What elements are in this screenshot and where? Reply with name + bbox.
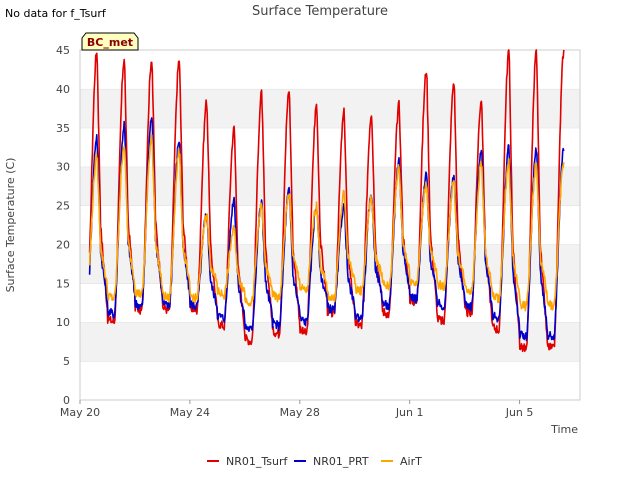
grid-band — [80, 205, 580, 245]
badge-label: BC_met — [87, 36, 133, 49]
grid-band — [80, 50, 580, 89]
y-tick-label: 0 — [63, 394, 70, 407]
y-tick-label: 30 — [56, 161, 70, 174]
chart-title: Surface Temperature — [252, 4, 388, 19]
series-line-airt — [88, 134, 565, 312]
y-tick-label: 35 — [56, 122, 70, 135]
y-tick-label: 15 — [56, 277, 70, 290]
x-tick-label: Jun 5 — [505, 406, 534, 419]
badge-shape — [81, 32, 139, 51]
x-tick-label: Jun 1 — [395, 406, 424, 419]
y-tick-label: 10 — [56, 316, 70, 329]
site-badge: BC_met — [81, 32, 139, 51]
x-tick-label: May 28 — [280, 406, 320, 419]
y-tick-label: 40 — [56, 83, 70, 96]
x-axis-label: Time — [550, 423, 578, 436]
x-tick-label: May 20 — [60, 406, 100, 419]
y-tick-label: 25 — [56, 200, 70, 213]
legend-label: AirT — [400, 455, 422, 468]
plot-frame — [79, 49, 581, 401]
no-data-note: No data for f_Tsurf — [5, 7, 106, 20]
y-tick-label: 45 — [56, 44, 70, 57]
legend-label: NR01_PRT — [313, 455, 369, 468]
grid-band — [80, 283, 580, 323]
grid-band — [80, 322, 580, 362]
legend-label: NR01_Tsurf — [226, 455, 288, 468]
grid-band — [80, 166, 580, 206]
y-axis-label: Surface Temperature (C) — [4, 158, 17, 293]
series-lines — [88, 49, 565, 353]
legend: NR01_Tsurf NR01_PRT AirT — [207, 455, 422, 468]
y-axis-ticks: 0 5 10 15 20 25 30 35 40 45 — [56, 44, 70, 407]
grid-band — [80, 244, 580, 284]
y-tick-label: 20 — [56, 238, 70, 251]
x-axis-ticks: May 20 May 24 May 28 Jun 1 Jun 5 — [60, 400, 534, 419]
grid-band — [80, 361, 580, 400]
grid-band — [80, 127, 580, 167]
x-tick-label: May 24 — [170, 406, 210, 419]
grid-band — [80, 88, 580, 128]
y-tick-label: 5 — [63, 355, 70, 368]
